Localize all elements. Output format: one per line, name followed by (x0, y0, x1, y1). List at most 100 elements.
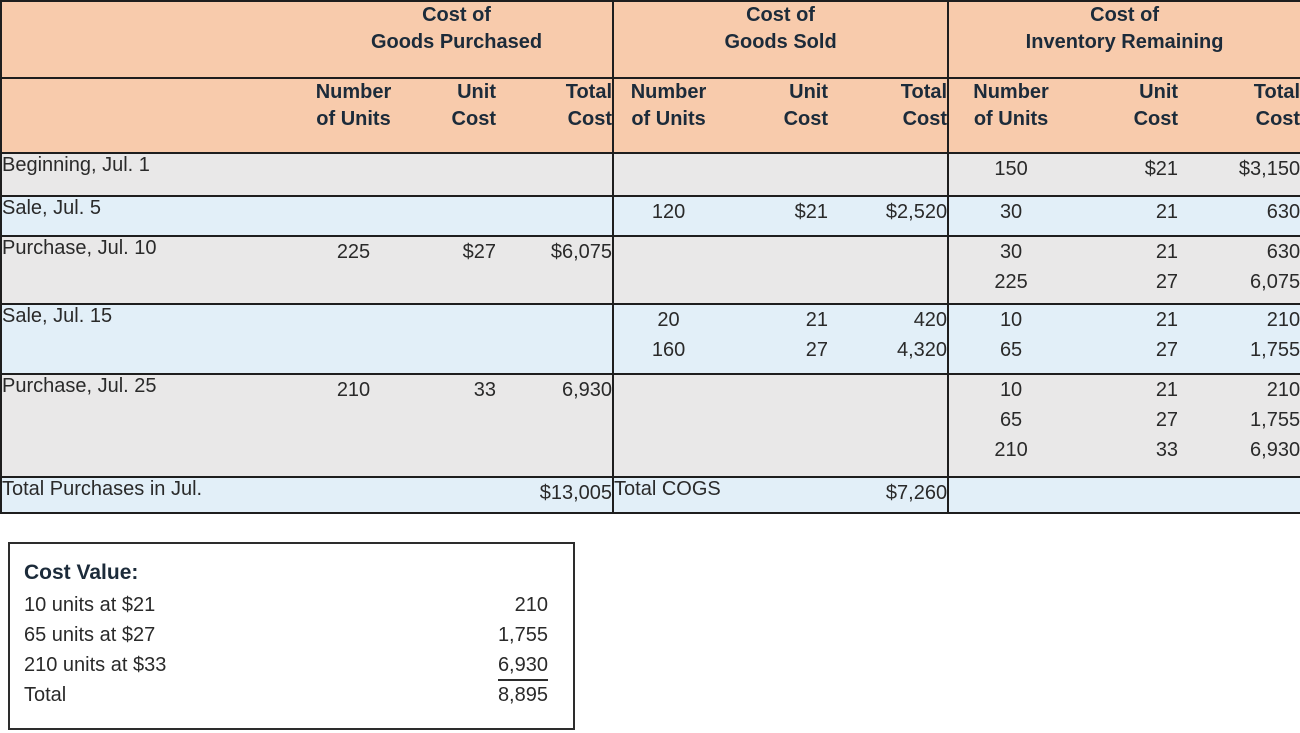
total-purchases-value: $13,005 (496, 477, 614, 514)
cell-value: 225 (994, 271, 1028, 293)
cost-line-value: 210 (514, 594, 548, 616)
cell-value: 27 (805, 339, 829, 361)
table-row-purchase-jul-25: Purchase, Jul. 25 210 33 6,930 10 65 210… (1, 374, 1300, 478)
cost-line-label: 10 units at $21 (24, 594, 156, 616)
cell-value: 160 (651, 339, 686, 361)
cell-value: 27 (1155, 271, 1179, 293)
cell-purchased-units: 225 (301, 236, 406, 305)
cell-inventory-units: 10 65 210 (947, 374, 1074, 478)
cost-value-box: Cost Value: 10 units at $21 210 65 units… (8, 542, 575, 730)
column-header-row: Number of Units Unit Cost Total Cost Num… (1, 78, 1300, 154)
table-row-sale-jul-15: Sale, Jul. 15 20 160 21 27 420 4,320 10 … (1, 304, 1300, 375)
cell-value: 65 (999, 339, 1023, 361)
column-header-units-cogs: Number of Units (612, 78, 724, 154)
cell-value: 30 (999, 241, 1023, 263)
cost-line-value: 6,930 (428, 650, 548, 681)
cell-value: 225 (336, 241, 371, 263)
cell-value: 21 (1155, 379, 1179, 401)
cell-inventory-total-cost: $3,150 (1178, 153, 1300, 197)
cell-empty (947, 477, 1300, 514)
cell-value: 27 (1155, 339, 1179, 361)
cell-purchased-total-cost: 6,930 (496, 374, 614, 478)
total-cogs-value: $7,260 (828, 477, 949, 514)
cell-inventory-total-cost: 210 1,755 (1178, 304, 1300, 375)
cost-value-line-total: Total 8,895 (24, 680, 548, 710)
cell-value: $2,520 (885, 201, 948, 223)
cell-value: 210 (994, 439, 1028, 461)
cell-value: 120 (651, 201, 686, 223)
cell-value: $27 (462, 241, 496, 263)
cell-value: 210 (336, 379, 371, 401)
cell-value: $13,005 (539, 482, 613, 504)
cell-inventory-total-cost: 630 6,075 (1178, 236, 1300, 305)
cell-value: 30 (999, 201, 1023, 223)
cell-value: 20 (657, 309, 680, 331)
column-header-total-cost-cogs: Total Cost (828, 78, 949, 154)
cell-inventory-unit-cost: 21 27 (1073, 304, 1179, 375)
column-header-units-purchased: Number of Units (301, 78, 406, 154)
cell-empty (1, 1, 301, 79)
cell-value: $6,075 (550, 241, 613, 263)
cell-empty (723, 374, 829, 478)
cell-inventory-units: 30 225 (947, 236, 1074, 305)
cell-empty (496, 153, 614, 197)
cell-value: 4,320 (897, 339, 948, 361)
cell-inventory-total-cost: 210 1,755 6,930 (1178, 374, 1300, 478)
column-header-total-cost-inventory: Total Cost (1178, 78, 1300, 154)
cell-cogs-total-cost: 420 4,320 (828, 304, 949, 375)
total-purchases-label: Total Purchases in Jul. (1, 477, 301, 514)
cell-value: 1,755 (1250, 339, 1300, 361)
table-row-sale-jul-5: Sale, Jul. 5 120 $21 $2,520 30 21 630 (1, 196, 1300, 237)
cell-empty (406, 153, 496, 197)
cell-empty (828, 236, 949, 305)
cell-value: 21 (1155, 241, 1179, 263)
cell-value: 10 (999, 309, 1023, 331)
cost-line-label: 65 units at $27 (24, 624, 156, 646)
cell-value: 6,930 (561, 379, 613, 401)
cell-inventory-unit-cost: 21 27 (1073, 236, 1179, 305)
cell-inventory-unit-cost: $21 (1073, 153, 1179, 197)
cell-purchased-unit-cost: 33 (406, 374, 496, 478)
cell-value: 21 (805, 309, 829, 331)
cell-empty (301, 153, 406, 197)
cell-value: 210 (1266, 379, 1300, 401)
column-header-total-cost-purchased: Total Cost (496, 78, 614, 154)
cell-value: 1,755 (1250, 409, 1300, 431)
group-title-cost-of-goods-sold: Cost of Goods Sold (612, 1, 949, 79)
cost-value-line: 65 units at $27 1,755 (24, 620, 548, 650)
inventory-costing-table: Cost of Goods Purchased Cost of Goods So… (0, 0, 1300, 514)
cell-empty (612, 153, 724, 197)
cell-value: 6,930 (1250, 439, 1300, 461)
row-label: Beginning, Jul. 1 (1, 153, 301, 197)
row-label: Purchase, Jul. 25 (1, 374, 301, 478)
cell-value: 420 (913, 309, 948, 331)
cell-empty (406, 196, 496, 237)
cell-value: $21 (794, 201, 829, 223)
table-row-beginning-jul-1: Beginning, Jul. 1 150 $21 $3,150 (1, 153, 1300, 197)
cell-value: 65 (999, 409, 1023, 431)
cell-empty (723, 236, 829, 305)
cost-value-line: 10 units at $21 210 (24, 590, 548, 620)
cost-value-title: Cost Value: (24, 561, 139, 584)
cell-inventory-units: 30 (947, 196, 1074, 237)
total-cogs-label: Total COGS (612, 477, 829, 514)
column-header-unit-cost-cogs: Unit Cost (723, 78, 829, 154)
cell-inventory-units: 150 (947, 153, 1074, 197)
cell-purchased-total-cost: $6,075 (496, 236, 614, 305)
table-row-purchase-jul-10: Purchase, Jul. 10 225 $27 $6,075 30 225 … (1, 236, 1300, 305)
cell-inventory-total-cost: 630 (1178, 196, 1300, 237)
cell-empty (406, 304, 496, 375)
group-title-cost-of-goods-purchased: Cost of Goods Purchased (301, 1, 614, 79)
cell-value: $3,150 (1238, 158, 1300, 180)
group-title-cost-of-inventory-remaining: Cost of Inventory Remaining (947, 1, 1300, 79)
cell-empty (723, 153, 829, 197)
cell-empty (612, 374, 724, 478)
row-label: Sale, Jul. 5 (1, 196, 301, 237)
cost-value-line: 210 units at $33 6,930 (24, 650, 548, 681)
cell-value: 6,075 (1250, 271, 1300, 293)
cell-value: 630 (1266, 201, 1300, 223)
cell-value: 150 (994, 158, 1028, 180)
cell-empty (496, 196, 614, 237)
cost-line-label: Total (24, 684, 67, 706)
cell-cogs-units: 120 (612, 196, 724, 237)
